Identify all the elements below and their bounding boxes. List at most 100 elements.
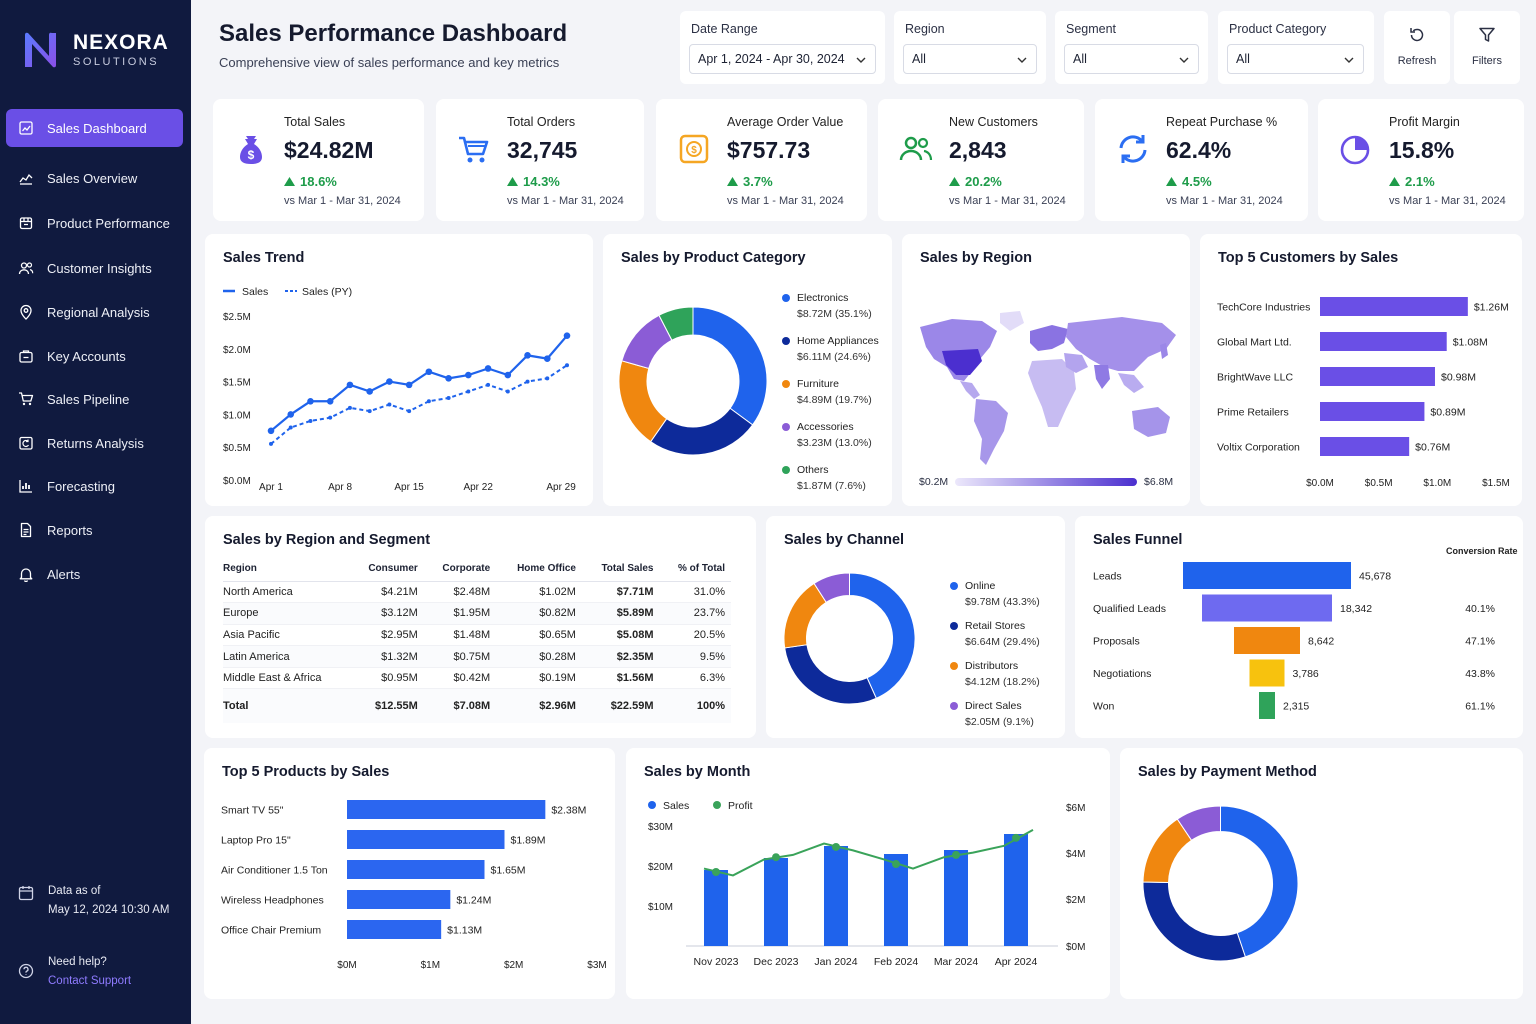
sidebar-item-alerts[interactable]: Alerts — [6, 555, 183, 593]
contact-support-link[interactable]: Contact Support — [48, 975, 132, 987]
legend-dot — [782, 337, 790, 345]
bar[interactable] — [1320, 367, 1435, 386]
table-row[interactable]: Asia Pacific $2.95M $1.48M $0.65M $5.08M 20.5… — [223, 624, 731, 647]
bar[interactable] — [1004, 834, 1028, 946]
data-point-sales[interactable] — [425, 368, 433, 376]
bar[interactable] — [347, 800, 546, 819]
data-point-profit[interactable] — [832, 842, 840, 851]
nexora-logo-icon — [25, 32, 56, 68]
series-line-profit — [703, 829, 1034, 877]
data-point-profit[interactable] — [1012, 833, 1020, 842]
region-select[interactable]: All — [903, 44, 1037, 74]
bar-category-label: Office Chair Premium — [221, 925, 321, 937]
data-point-sales[interactable] — [543, 355, 551, 362]
region-map-card: Sales by Region $0.2M $6.8M — [902, 234, 1190, 506]
table-row[interactable]: Europe $3.12M $1.95M $0.82M $5.89M 23.7% — [223, 602, 731, 625]
kpi-value: 2,843 — [949, 137, 1007, 163]
bar[interactable] — [347, 920, 442, 939]
data-point-sales[interactable] — [405, 381, 413, 389]
kpi-change-value: 20.2% — [965, 174, 1002, 189]
sidebar-item-sales-pipeline[interactable]: Sales Pipeline — [6, 380, 183, 418]
sidebar-item-forecasting[interactable]: Forecasting — [6, 467, 183, 505]
donut-slice-direct-sales[interactable] — [813, 572, 850, 604]
sidebar-item-sales-overview[interactable]: Sales Overview — [6, 159, 183, 197]
data-point-sales[interactable] — [267, 427, 275, 435]
donut-slice-furniture[interactable] — [618, 360, 668, 443]
bar[interactable] — [347, 890, 451, 909]
chart-icon — [19, 121, 33, 135]
bar[interactable] — [1320, 402, 1425, 421]
filter-label: Segment — [1066, 22, 1117, 36]
sidebar-item-reports[interactable]: Reports — [6, 511, 183, 549]
table-row[interactable]: Latin America $1.32M $0.75M $0.28M $2.35M 9.5… — [223, 645, 731, 668]
funnel-bar[interactable] — [1234, 627, 1300, 654]
sidebar-item-key-accounts[interactable]: Key Accounts — [6, 337, 183, 375]
up-arrow-icon — [1166, 177, 1177, 186]
data-point-profit[interactable] — [892, 860, 900, 869]
donut-slice-cash-on-delivery[interactable] — [1176, 805, 1221, 842]
table-row[interactable]: Middle East & Africa $0.95M $0.42M $0.19M $1… — [223, 667, 731, 690]
sales-by-month-chart: Sales Profit $30M $20M $10M $6M $4M $2M $0M Nov 2… — [648, 800, 1085, 968]
donut-slice-bank-transfer[interactable] — [1142, 881, 1247, 962]
donut-slice-online[interactable] — [849, 572, 916, 699]
donut-slice-others[interactable] — [658, 306, 694, 341]
data-point-sales[interactable] — [465, 371, 472, 379]
funnel-bar[interactable] — [1249, 659, 1285, 687]
donut-slice-home-appliances[interactable] — [649, 407, 754, 456]
bar[interactable] — [347, 830, 505, 849]
sales-funnel-chart: Leads 45,678 Qualified Leads 18,342 40.1% Pro… — [1093, 562, 1495, 719]
bar[interactable] — [1320, 437, 1410, 456]
bar[interactable] — [1320, 332, 1447, 351]
sidebar-item-sales-dashboard[interactable]: Sales Dashboard — [6, 109, 183, 147]
data-point-profit[interactable] — [772, 853, 780, 862]
bar[interactable] — [347, 860, 485, 879]
sidebar-item-label: Sales Dashboard — [47, 120, 147, 136]
donut-slice-electronics[interactable] — [692, 306, 768, 426]
donut-slice-credit-card[interactable] — [1220, 805, 1299, 958]
funnel-bar[interactable] — [1259, 692, 1275, 719]
bar-value-label: $2.38M — [551, 805, 586, 817]
date-range-select[interactable]: Apr 1, 2024 - Apr 30, 2024 — [689, 44, 876, 74]
world-map[interactable] — [912, 309, 1182, 469]
data-point-profit[interactable] — [952, 850, 960, 859]
data-point-sales[interactable] — [524, 352, 531, 359]
data-point-sales[interactable] — [484, 365, 492, 372]
sidebar-item-customer-insights[interactable]: Customer Insights — [6, 249, 183, 287]
sidebar-item-regional-analysis[interactable]: Regional Analysis — [6, 293, 183, 331]
data-point-sales[interactable] — [504, 371, 512, 379]
data-point-sales[interactable] — [307, 397, 314, 405]
sidebar-item-returns-analysis[interactable]: Returns Analysis — [6, 424, 183, 462]
legend-dot — [782, 466, 790, 474]
legend-value: $9.78M (43.3%) — [965, 596, 1040, 608]
bar[interactable] — [824, 846, 848, 946]
data-point-sales[interactable] — [346, 381, 354, 389]
kpi-change-value: 14.3% — [523, 174, 560, 189]
bar[interactable] — [1320, 297, 1468, 316]
bar[interactable] — [764, 858, 788, 946]
data-point-sales[interactable] — [287, 411, 295, 418]
segment-select[interactable]: All — [1064, 44, 1199, 74]
bar[interactable] — [884, 854, 908, 946]
funnel-stage-label: Qualified Leads — [1093, 603, 1166, 615]
region-segment-card: Sales by Region and Segment Region Consum… — [205, 516, 756, 738]
table-row[interactable]: North America $4.21M $2.48M $1.02M $7.71M 31.… — [223, 581, 731, 604]
data-point-sales[interactable] — [326, 397, 334, 405]
bar-category-label: TechCore Industries — [1217, 302, 1310, 314]
donut-slice-retail-stores[interactable] — [784, 644, 877, 705]
bar[interactable] — [944, 850, 968, 946]
data-point-sales[interactable] — [366, 388, 373, 395]
data-point-profit[interactable] — [712, 868, 720, 876]
funnel-bar[interactable] — [1183, 562, 1351, 589]
product-category-select[interactable]: All — [1227, 44, 1364, 74]
legend-sales-dot — [648, 801, 656, 809]
data-point-sales[interactable] — [386, 378, 393, 385]
data-point-sales[interactable] — [563, 332, 571, 339]
sidebar-item-product-performance[interactable]: Product Performance — [6, 204, 183, 242]
funnel-bar[interactable] — [1202, 594, 1332, 622]
filters-button[interactable]: Filters — [1454, 11, 1520, 84]
x-tick-label: $0M — [337, 960, 356, 971]
refresh-button[interactable]: Refresh — [1384, 11, 1450, 84]
table-total-cell: 100% — [659, 688, 731, 723]
bar[interactable] — [704, 870, 728, 946]
data-point-sales[interactable] — [445, 375, 452, 382]
